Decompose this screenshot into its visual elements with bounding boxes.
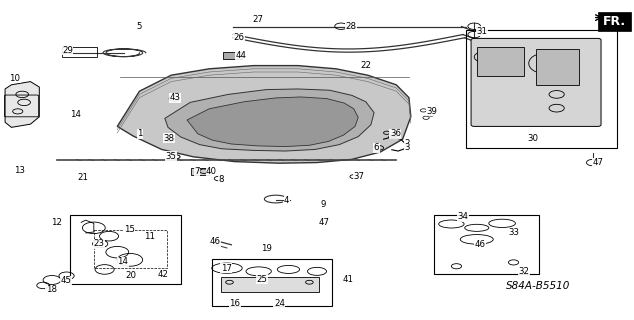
Bar (434, 215, 539, 274)
Text: 43: 43 (170, 93, 181, 102)
Text: 9: 9 (320, 200, 325, 209)
FancyBboxPatch shape (598, 12, 631, 31)
Text: 28: 28 (346, 22, 356, 31)
Text: 18: 18 (46, 285, 56, 294)
Text: 12: 12 (51, 218, 62, 227)
Text: 46: 46 (210, 237, 221, 246)
Text: 32: 32 (519, 267, 529, 276)
Text: 4: 4 (284, 196, 290, 205)
Text: 23: 23 (94, 239, 105, 248)
Text: 39: 39 (426, 107, 437, 116)
Text: 33: 33 (508, 228, 519, 237)
Text: S84A-B5510: S84A-B5510 (505, 281, 570, 292)
Text: 14: 14 (117, 257, 128, 266)
Text: 30: 30 (527, 134, 538, 143)
Text: 14: 14 (70, 110, 81, 119)
Text: 15: 15 (124, 225, 134, 234)
Text: 25: 25 (257, 275, 268, 284)
Text: 16: 16 (230, 299, 240, 308)
Text: 11: 11 (145, 232, 155, 241)
Text: 22: 22 (360, 61, 371, 70)
Bar (466, 30, 617, 148)
Polygon shape (117, 66, 411, 163)
Text: 37: 37 (354, 172, 365, 181)
Text: 44: 44 (236, 52, 247, 60)
Polygon shape (187, 97, 358, 147)
Bar (477, 47, 524, 76)
Text: 27: 27 (252, 15, 263, 24)
Text: FR.: FR. (603, 15, 626, 28)
Text: 21: 21 (77, 173, 88, 182)
Text: 7: 7 (194, 167, 200, 176)
Text: 38: 38 (164, 134, 174, 143)
Bar (70, 215, 181, 284)
Bar (221, 277, 319, 292)
Polygon shape (5, 82, 39, 127)
Text: 46: 46 (474, 240, 485, 249)
Text: 42: 42 (157, 270, 168, 279)
Text: 47: 47 (593, 158, 604, 167)
Text: 41: 41 (342, 276, 353, 284)
Text: 24: 24 (274, 299, 285, 308)
Text: 47: 47 (318, 218, 329, 227)
Bar (191, 168, 209, 175)
Bar (62, 47, 97, 57)
Text: 45: 45 (60, 276, 71, 285)
Text: 40: 40 (206, 167, 217, 176)
Bar (223, 52, 242, 59)
Text: 13: 13 (14, 166, 25, 175)
Text: 1: 1 (137, 129, 143, 138)
Text: 5: 5 (136, 22, 142, 31)
Text: 26: 26 (233, 33, 244, 42)
Text: 6: 6 (373, 143, 379, 152)
Text: 10: 10 (10, 74, 20, 83)
Text: 3: 3 (404, 143, 410, 152)
Text: 35: 35 (165, 152, 176, 161)
Bar (94, 230, 167, 268)
Polygon shape (165, 89, 374, 151)
Text: 36: 36 (390, 129, 401, 138)
Text: 2: 2 (404, 139, 410, 148)
Text: 29: 29 (62, 46, 73, 55)
Text: 31: 31 (477, 27, 488, 36)
Bar (536, 49, 579, 85)
Text: 19: 19 (261, 244, 272, 253)
Text: 34: 34 (458, 212, 469, 221)
Text: 20: 20 (126, 271, 136, 280)
FancyBboxPatch shape (471, 38, 601, 126)
Bar (212, 259, 332, 306)
Text: 8: 8 (219, 175, 224, 184)
Text: 17: 17 (221, 264, 231, 273)
